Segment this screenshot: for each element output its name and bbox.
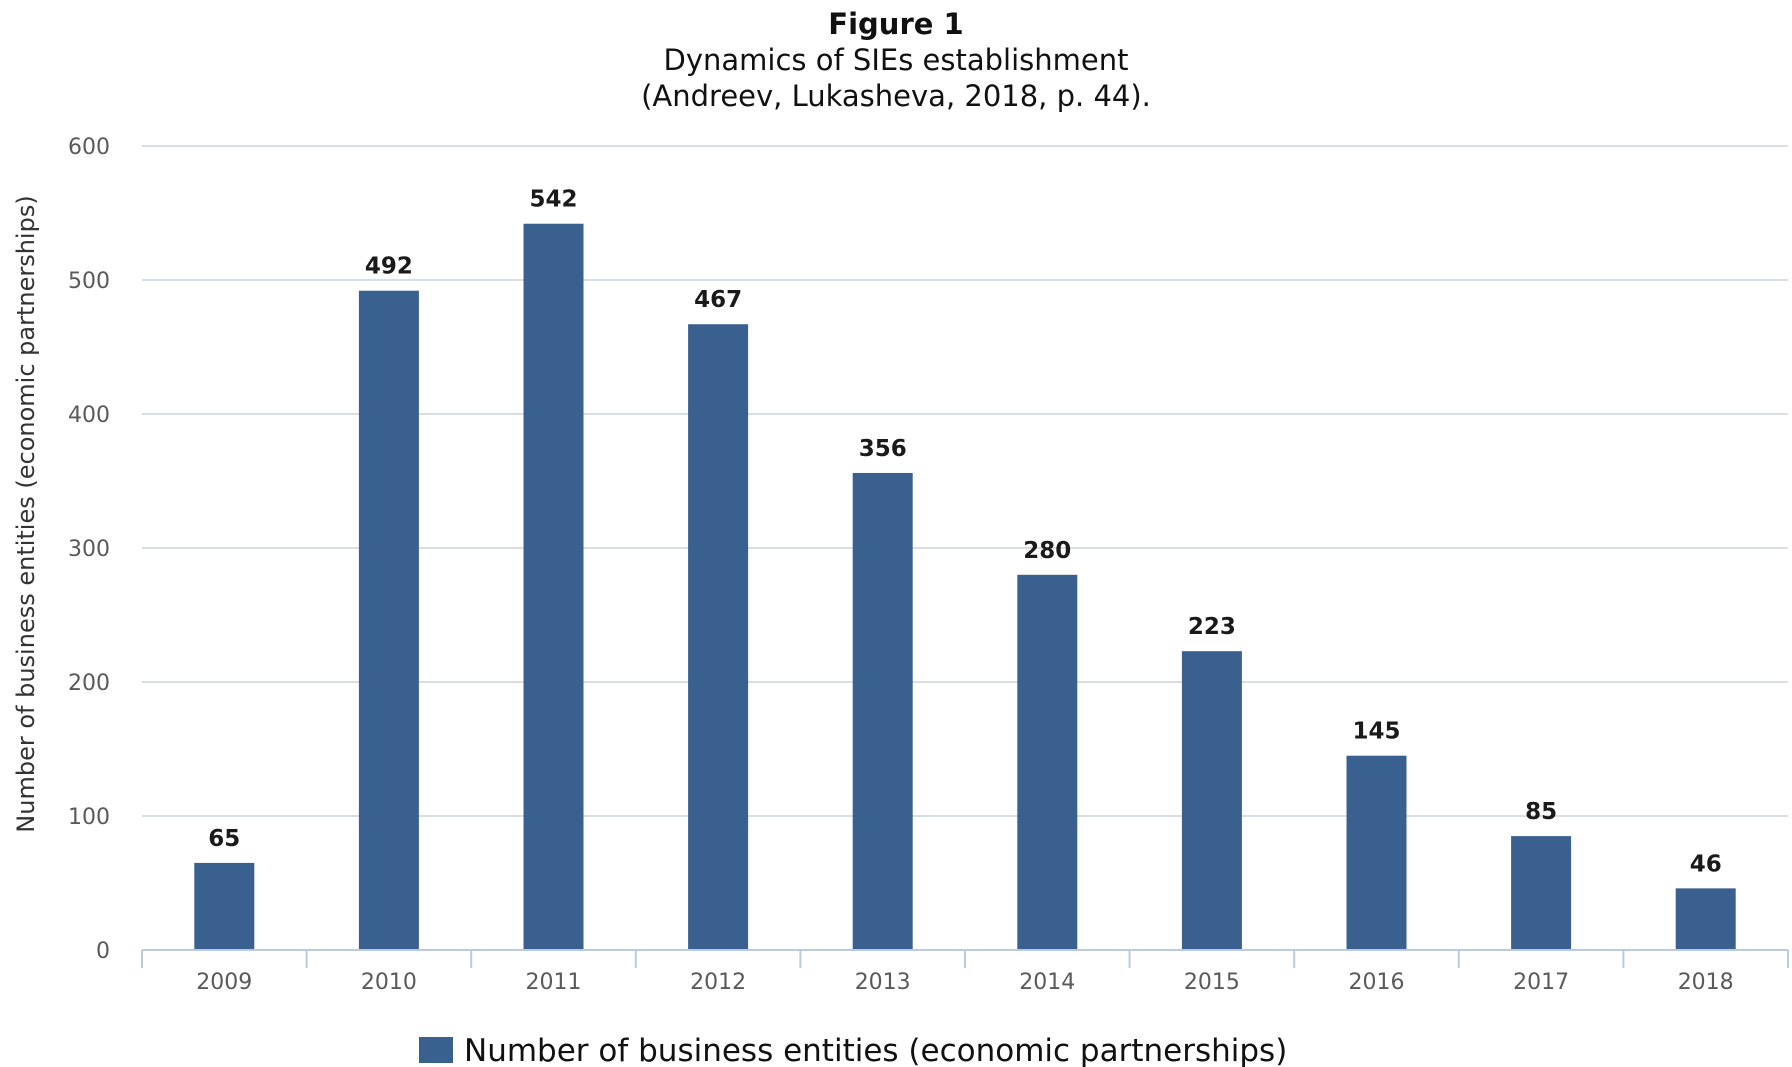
y-tick-label: 300: [68, 537, 110, 562]
x-tick-label: 2018: [1678, 970, 1734, 995]
data-label: 356: [859, 436, 907, 462]
x-tick-label: 2016: [1349, 970, 1405, 995]
bar: [1181, 651, 1242, 950]
data-label: 223: [1188, 614, 1236, 640]
figure-header: Figure 1 Dynamics of SIEs establishment …: [0, 6, 1792, 114]
bar: [852, 472, 913, 950]
bar: [1346, 755, 1407, 950]
x-tick-label: 2011: [526, 970, 582, 995]
x-tick-label: 2012: [690, 970, 746, 995]
figure-label: Figure 1: [828, 7, 964, 41]
data-label: 46: [1690, 851, 1722, 877]
bar: [358, 290, 419, 951]
bar: [523, 223, 584, 951]
x-tick-label: 2015: [1184, 970, 1240, 995]
y-tick-label: 500: [68, 269, 110, 294]
bar: [1675, 888, 1736, 950]
data-labels: 65 492 542 467 356 280 223 145 85 46: [208, 187, 1721, 878]
y-tick-label: 200: [68, 671, 110, 696]
data-label: 492: [365, 254, 413, 280]
legend-label: Number of business entities (economic pa…: [464, 1033, 1287, 1067]
y-tick-label: 400: [68, 403, 110, 428]
y-axis-ticks: 0 100 200 300 400 500 600: [68, 135, 110, 964]
y-tick-label: 0: [96, 939, 110, 964]
bars: [194, 223, 1736, 951]
legend-swatch: [419, 1037, 453, 1063]
data-label: 145: [1352, 719, 1400, 745]
y-tick-label: 100: [68, 805, 110, 830]
data-label: 280: [1023, 538, 1071, 564]
x-axis-ticks: 2009 2010 2011 2012 2013 2014 2015 2016 2017 2018: [196, 970, 1733, 995]
bar: [1017, 574, 1078, 950]
x-tick-label: 2013: [855, 970, 911, 995]
data-label: 85: [1525, 799, 1557, 825]
bar: [194, 862, 255, 950]
data-label: 65: [208, 826, 240, 852]
bar: [1511, 836, 1572, 950]
legend: Number of business entities (economic pa…: [419, 1033, 1287, 1067]
x-tick-label: 2009: [196, 970, 252, 995]
figure-caption-line-1: Dynamics of SIEs establishment: [663, 43, 1129, 77]
y-tick-label: 600: [68, 135, 110, 160]
x-tick-label: 2014: [1019, 970, 1075, 995]
x-tick-label: 2017: [1513, 970, 1569, 995]
figure-caption-line-2: (Andreev, Lukasheva, 2018, p. 44).: [641, 79, 1151, 113]
bar: [688, 324, 749, 951]
x-axis: [141, 949, 1789, 968]
y-axis-title: Number of business entities (economic pa…: [12, 195, 40, 832]
x-tick-label: 2010: [361, 970, 417, 995]
data-label: 542: [529, 187, 577, 213]
data-label: 467: [694, 287, 742, 313]
